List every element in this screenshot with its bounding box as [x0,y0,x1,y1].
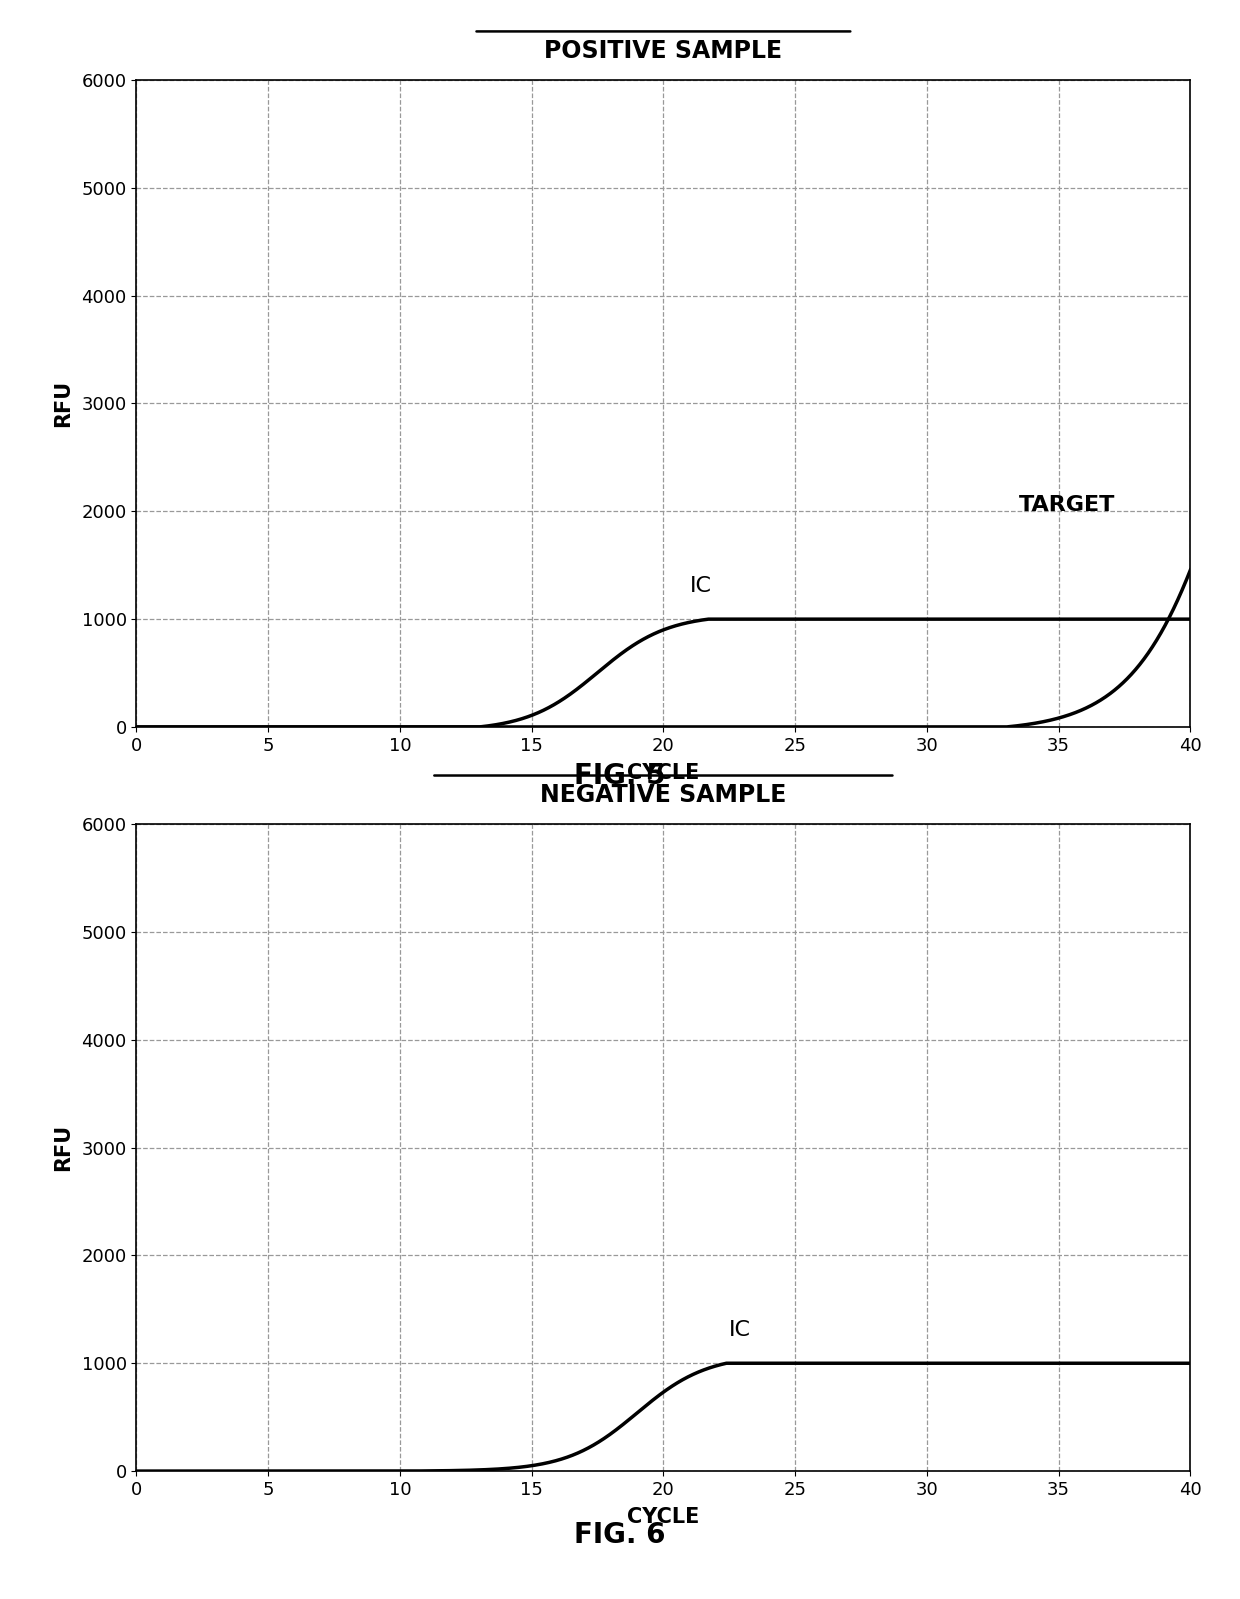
Y-axis label: RFU: RFU [53,381,73,427]
X-axis label: CYCLE: CYCLE [627,763,699,784]
Title: POSITIVE SAMPLE: POSITIVE SAMPLE [544,38,782,62]
Text: TARGET: TARGET [1019,496,1116,515]
X-axis label: CYCLE: CYCLE [627,1508,699,1527]
Text: FIG. 5: FIG. 5 [574,761,666,790]
Text: FIG. 6: FIG. 6 [574,1521,666,1549]
Text: IC: IC [689,576,712,596]
Text: IC: IC [729,1321,751,1340]
Title: NEGATIVE SAMPLE: NEGATIVE SAMPLE [541,784,786,807]
Y-axis label: RFU: RFU [53,1124,73,1170]
